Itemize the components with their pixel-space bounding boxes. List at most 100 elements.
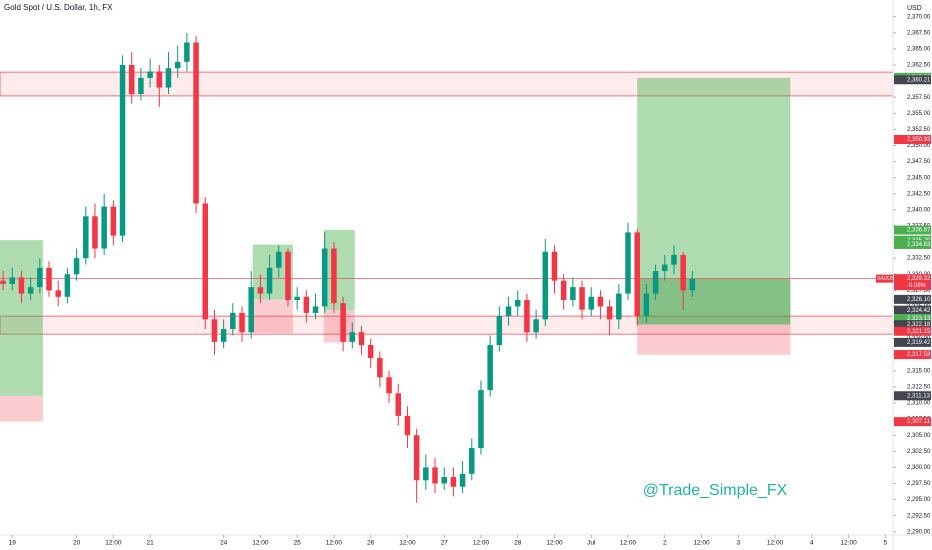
candle-body	[560, 280, 567, 301]
candle-body	[220, 328, 227, 342]
y-tick-label: 2,297.50	[907, 481, 931, 487]
candle-body	[321, 248, 328, 307]
open-profit	[637, 278, 791, 325]
price-label: 2,321.15	[907, 329, 931, 335]
candle-body	[588, 296, 594, 310]
candle-body	[276, 251, 282, 268]
candle-body	[413, 435, 420, 481]
x-tick-label: 12:00	[473, 540, 490, 547]
candle-body	[119, 65, 126, 236]
candle-body	[395, 393, 402, 416]
y-tick-label: 2,290.00	[907, 529, 931, 535]
y-tick-label: 2,367.50	[907, 30, 931, 36]
candle-body	[570, 287, 576, 301]
x-tick-label: 12:00	[546, 540, 563, 547]
candle-body	[423, 467, 429, 481]
price-label: 2,311.13	[907, 393, 931, 399]
candle-body	[211, 319, 218, 342]
y-tick-label: 2,365.00	[907, 47, 931, 53]
candle-body	[689, 278, 696, 291]
candle-body	[73, 258, 80, 275]
watermark: @Trade_Simple_FX	[643, 482, 788, 499]
candle-body	[524, 300, 530, 333]
price-label: 2,322.18	[907, 322, 931, 328]
price-label-box	[894, 313, 931, 323]
candle-body	[248, 287, 254, 333]
price-label-box	[894, 417, 931, 427]
y-tick-label: 2,327.50	[907, 288, 931, 294]
y-tick-label: 2,302.50	[907, 449, 931, 455]
candle-body	[616, 293, 622, 320]
candle-body	[55, 290, 61, 297]
candle-body	[625, 232, 631, 294]
y-tick-label: 2,342.50	[907, 191, 931, 197]
x-tick-label: 4	[810, 540, 814, 547]
candle-body	[432, 467, 438, 484]
y-tick-label: 2,345.00	[907, 175, 931, 181]
candle-body	[83, 216, 89, 259]
price-label: 2,334.63	[907, 242, 931, 248]
x-tick-label: 12:00	[620, 540, 637, 547]
profit-box	[637, 77, 791, 325]
candle-body	[441, 477, 447, 484]
x-tick-label: 12:00	[399, 540, 416, 547]
last-price-box	[894, 274, 931, 291]
x-tick-label: 12:00	[693, 540, 710, 547]
candle-body	[579, 287, 585, 310]
price-label: 2,324.42	[907, 308, 931, 314]
candle-body	[533, 319, 539, 333]
price-label-box	[894, 320, 931, 330]
candle-body	[165, 68, 172, 88]
candle-body	[469, 448, 475, 474]
candle-body	[478, 390, 484, 449]
profit-box	[0, 240, 43, 396]
candle-body	[37, 267, 43, 288]
x-tick-label: 19	[9, 540, 17, 547]
candle-body	[27, 287, 34, 294]
candle-body	[294, 296, 300, 301]
candle-body	[367, 345, 374, 358]
y-tick-label: 2,340.00	[907, 207, 931, 213]
candle-body	[551, 251, 558, 281]
candle-body	[358, 332, 365, 346]
x-tick-label: 5	[884, 540, 888, 547]
last-price-change: -0.08%	[907, 283, 927, 289]
candle-body	[487, 345, 493, 391]
candle-body	[505, 306, 512, 317]
candle-body	[312, 306, 319, 313]
candle-body	[303, 296, 310, 313]
x-tick-label: Jul	[587, 540, 596, 547]
y-tick-label: 2,300.00	[907, 465, 931, 471]
y-tick-label: 2,347.50	[907, 159, 931, 165]
x-tick-label: 27	[441, 540, 449, 547]
price-label-box	[894, 391, 931, 401]
price-label-box	[894, 225, 931, 235]
price-label-box	[894, 135, 931, 145]
candle-body	[257, 287, 264, 294]
price-label-box	[894, 305, 931, 315]
candle-body	[349, 332, 356, 342]
candle-body	[340, 303, 346, 342]
candle-body	[542, 251, 549, 320]
candle-body	[92, 216, 98, 249]
currency-label: USD	[907, 5, 922, 12]
candle-body	[386, 377, 392, 394]
price-label-box	[894, 75, 931, 85]
candle-body	[147, 71, 153, 78]
candle-body	[193, 42, 199, 204]
x-tick-label: 12:00	[840, 540, 857, 547]
price-label: 2,350.93	[907, 137, 931, 143]
stop-box	[637, 324, 791, 355]
candle-body	[634, 232, 640, 317]
price-label: 2,307.11	[907, 419, 931, 425]
x-tick-label: 21	[146, 540, 154, 547]
candle-body	[285, 251, 291, 301]
candle-body	[404, 415, 411, 436]
x-tick-label: 12:00	[252, 540, 269, 547]
stop-box	[252, 299, 293, 333]
y-tick-label: 2,305.00	[907, 433, 931, 439]
plot-layer	[0, 32, 894, 503]
x-tick-label: 12:00	[105, 540, 122, 547]
candle-body	[680, 254, 686, 291]
